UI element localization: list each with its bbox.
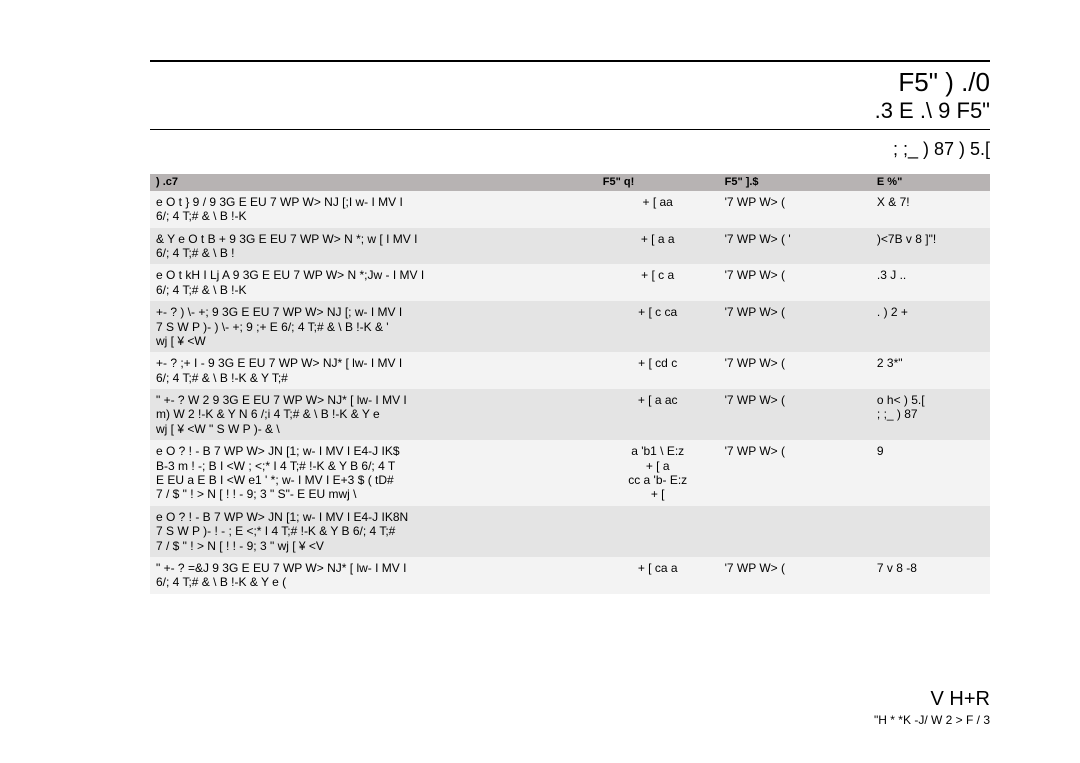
table-row: +- ? ;+ I - 9 3G E EU 7 WP W> NJ* [ lw- … <box>150 352 990 389</box>
table-header-row: ) .c7 F5" q! F5" ].$ E %" <box>150 174 990 191</box>
cell-name: e O t } 9 / 9 3G E EU 7 WP W> NJ [;I w- … <box>150 191 597 228</box>
page-root: F5" ) ./0 .3 E .\ 9 F5" ; ;_ ) 87 ) 5.[ … <box>0 0 1080 763</box>
cell-type: '7 WP W> ( <box>719 191 871 228</box>
cell-type: '7 WP W> ( <box>719 352 871 389</box>
cell-name: e O t kH I Lj A 9 3G E EU 7 WP W> N *;Jw… <box>150 264 597 301</box>
cell-type: '7 WP W> ( <box>719 389 871 440</box>
cell-name: e O ? ! - B 7 WP W> JN [1; w- I MV I E4-… <box>150 440 597 506</box>
title-line-2: .3 E .\ 9 F5" <box>150 99 990 123</box>
divider-top-1 <box>150 60 990 62</box>
cell-name: " +- ? W 2 9 3G E EU 7 WP W> NJ* [ lw- I… <box>150 389 597 440</box>
table-row: e O ? ! - B 7 WP W> JN [1; w- I MV I E4-… <box>150 440 990 506</box>
cell-date: a 'b1 \ E:z + [ a cc a 'b- E:z + [ <box>597 440 719 506</box>
cell-type: '7 WP W> ( <box>719 264 871 301</box>
table-row: & Y e O t B + 9 3G E EU 7 WP W> N *; w [… <box>150 228 990 265</box>
cell-name: " +- ? =&J 9 3G E EU 7 WP W> NJ* [ lw- I… <box>150 557 597 594</box>
col-header-name: ) .c7 <box>150 174 597 191</box>
cell-ref <box>871 506 990 557</box>
cell-type: '7 WP W> ( <box>719 440 871 506</box>
cell-date: + [ cd c <box>597 352 719 389</box>
table-clip: ) .c7 F5" q! F5" ].$ E %" e O t } 9 / 9 … <box>150 174 990 594</box>
cell-date <box>597 506 719 557</box>
cell-name: e O ? ! - B 7 WP W> JN [1; w- I MV I E4-… <box>150 506 597 557</box>
cell-date: + [ a a <box>597 228 719 265</box>
cell-date: + [ a ac <box>597 389 719 440</box>
footer-line-1: V H+R <box>874 688 990 711</box>
cell-ref: .3 J .. <box>871 264 990 301</box>
table-row: e O t kH I Lj A 9 3G E EU 7 WP W> N *;Jw… <box>150 264 990 301</box>
cell-ref: 2 3*" <box>871 352 990 389</box>
table-row: e O t } 9 / 9 3G E EU 7 WP W> NJ [;I w- … <box>150 191 990 228</box>
header-block: F5" ) ./0 .3 E .\ 9 F5" ; ;_ ) 87 ) 5.[ <box>150 60 990 160</box>
cell-ref: )<7B v 8 ]"! <box>871 228 990 265</box>
footer-block: V H+R "H * *K -J/ W 2 > F / 3 <box>874 688 990 727</box>
cell-date: + [ ca a <box>597 557 719 594</box>
title-line-3: ; ;_ ) 87 ) 5.[ <box>150 140 990 160</box>
cell-date: + [ c a <box>597 264 719 301</box>
col-header-date: F5" q! <box>597 174 719 191</box>
col-header-ref: E %" <box>871 174 990 191</box>
cell-type: '7 WP W> ( ' <box>719 228 871 265</box>
col-header-type: F5" ].$ <box>719 174 871 191</box>
cell-ref: 9 <box>871 440 990 506</box>
divider-top-2 <box>150 129 990 130</box>
cell-date: + [ aa <box>597 191 719 228</box>
table-row: " +- ? W 2 9 3G E EU 7 WP W> NJ* [ lw- I… <box>150 389 990 440</box>
table-row: +- ? ) \- +; 9 3G E EU 7 WP W> NJ [; w- … <box>150 301 990 352</box>
cell-type: '7 WP W> ( <box>719 557 871 594</box>
cell-date: + [ c ca <box>597 301 719 352</box>
data-table: ) .c7 F5" q! F5" ].$ E %" e O t } 9 / 9 … <box>150 174 990 594</box>
footer-line-2: "H * *K -J/ W 2 > F / 3 <box>874 713 990 727</box>
cell-ref: 7 v 8 -8 <box>871 557 990 594</box>
cell-type: '7 WP W> ( <box>719 301 871 352</box>
cell-name: +- ? ) \- +; 9 3G E EU 7 WP W> NJ [; w- … <box>150 301 597 352</box>
cell-name: & Y e O t B + 9 3G E EU 7 WP W> N *; w [… <box>150 228 597 265</box>
title-line-1: F5" ) ./0 <box>150 68 990 97</box>
table-row: e O ? ! - B 7 WP W> JN [1; w- I MV I E4-… <box>150 506 990 557</box>
cell-ref: o h< ) 5.[ ; ;_ ) 87 <box>871 389 990 440</box>
cell-ref: X & 7! <box>871 191 990 228</box>
cell-type <box>719 506 871 557</box>
cell-ref: . ) 2 + <box>871 301 990 352</box>
cell-name: +- ? ;+ I - 9 3G E EU 7 WP W> NJ* [ lw- … <box>150 352 597 389</box>
table-row: " +- ? =&J 9 3G E EU 7 WP W> NJ* [ lw- I… <box>150 557 990 594</box>
